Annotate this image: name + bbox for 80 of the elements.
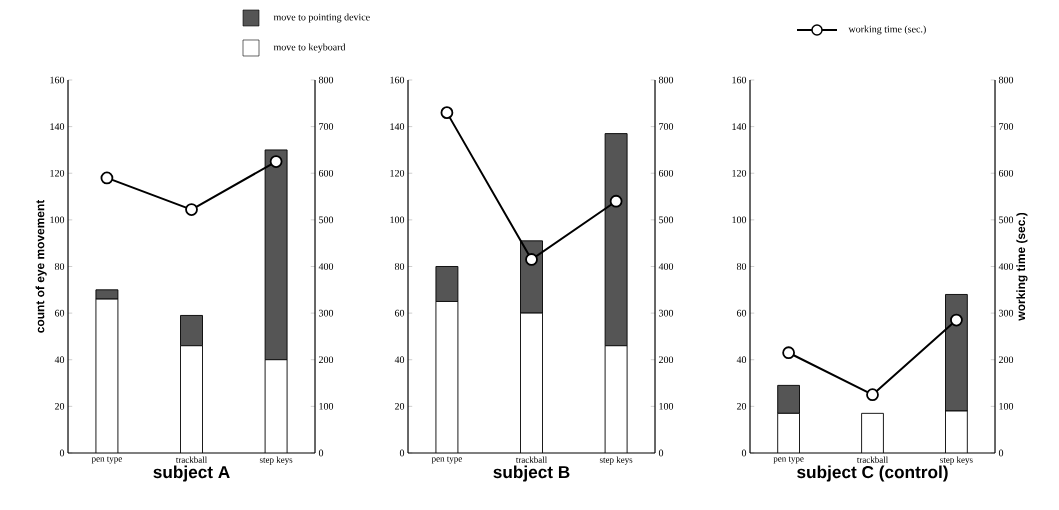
y-tick-label: 40 (54, 356, 65, 364)
text: subject C (control) (797, 465, 948, 482)
point (950, 313, 963, 327)
y-tick-label: 140 (390, 123, 405, 130)
y2-tick-label: 100 (659, 403, 674, 410)
y-tick-label: 160 (390, 76, 405, 84)
y-tick-label: 60 (54, 309, 65, 317)
y-tick-label: 80 (54, 263, 65, 270)
point (866, 388, 879, 402)
legend-label: move to keyboard (273, 43, 346, 53)
y2-tick-label: 500 (319, 216, 334, 224)
y2-tick-label: 400 (318, 263, 334, 270)
y2-tick-label: 200 (998, 356, 1014, 364)
y2-tick-label: 0 (658, 449, 664, 457)
y2-tick-label: 500 (999, 216, 1014, 224)
x-tick-label: step keys (599, 456, 633, 465)
y2-tick-label: 400 (658, 263, 674, 270)
point (782, 346, 795, 360)
y2-tick-label: 800 (998, 76, 1014, 84)
y-tick-label: 100 (390, 216, 405, 224)
y2-tick-label: 800 (318, 76, 334, 84)
y2-axis-title: working time (sec.) (1016, 212, 1028, 321)
y-tick-label: 100 (732, 216, 747, 224)
y2-tick-label: 800 (658, 76, 674, 84)
y2-tick-label: 300 (999, 309, 1014, 317)
y-tick-label: 40 (736, 356, 747, 364)
x-tick-label: pen type (431, 456, 462, 464)
y2-tick-label: 700 (319, 123, 334, 130)
y-tick-label: 0 (399, 449, 405, 457)
y2-tick-label: 200 (658, 356, 674, 364)
x-tick-label: step keys (940, 456, 973, 465)
y-tick-label: 80 (736, 263, 747, 270)
y-tick-label: 120 (50, 169, 65, 177)
point (525, 253, 538, 266)
y2-tick-label: 600 (998, 169, 1014, 177)
y2-tick-label: 500 (659, 216, 674, 224)
y2-tick-label: 700 (659, 123, 674, 130)
y2-tick-label: 0 (318, 449, 324, 457)
y-tick-label: 120 (732, 169, 747, 177)
y-tick-label: 20 (54, 403, 65, 410)
point (100, 171, 114, 185)
x-tick-label: trackball (175, 456, 208, 463)
y-tick-label: 60 (394, 309, 405, 317)
legend-label: move to pointing device (273, 13, 370, 23)
y-axis-title: count of eye movement (35, 199, 47, 333)
text: subject A (153, 465, 230, 482)
point (609, 194, 623, 208)
y-tick-label: 20 (394, 403, 405, 410)
y2-tick-label: 100 (999, 403, 1014, 410)
y-tick-label: 40 (394, 356, 405, 364)
point (440, 106, 454, 120)
y2-tick-label: 600 (658, 169, 674, 177)
y-tick-label: 120 (390, 169, 405, 177)
y2-tick-label: 0 (998, 449, 1004, 457)
x-tick-label: pen type (91, 456, 122, 464)
y2-tick-label: 700 (999, 123, 1014, 130)
y2-tick-label: 300 (659, 309, 674, 317)
y-tick-label: 160 (50, 76, 65, 84)
y2-tick-label: 400 (998, 263, 1014, 270)
y-tick-label: 60 (736, 309, 747, 317)
legend-label: working time (sec.) (848, 25, 926, 35)
y-tick-label: 80 (394, 263, 405, 270)
y-tick-label: 140 (732, 123, 747, 130)
y2-tick-label: 100 (319, 403, 334, 410)
y-tick-label: 0 (59, 449, 65, 457)
y2-tick-label: 300 (319, 309, 334, 317)
x-tick-label: step keys (259, 456, 293, 465)
y-tick-label: 100 (50, 216, 65, 224)
y-tick-label: 20 (736, 403, 747, 410)
point (185, 203, 198, 216)
text: subject B (493, 465, 570, 482)
x-tick-label: trackball (856, 456, 889, 463)
x-tick-label: trackball (515, 456, 548, 463)
y2-tick-label: 200 (318, 356, 334, 364)
point (269, 155, 283, 168)
y-tick-label: 160 (732, 76, 747, 84)
y-tick-label: 0 (741, 449, 747, 457)
y-tick-label: 140 (50, 123, 65, 130)
x-tick-label: pen type (773, 456, 804, 464)
y2-tick-label: 600 (318, 169, 334, 177)
